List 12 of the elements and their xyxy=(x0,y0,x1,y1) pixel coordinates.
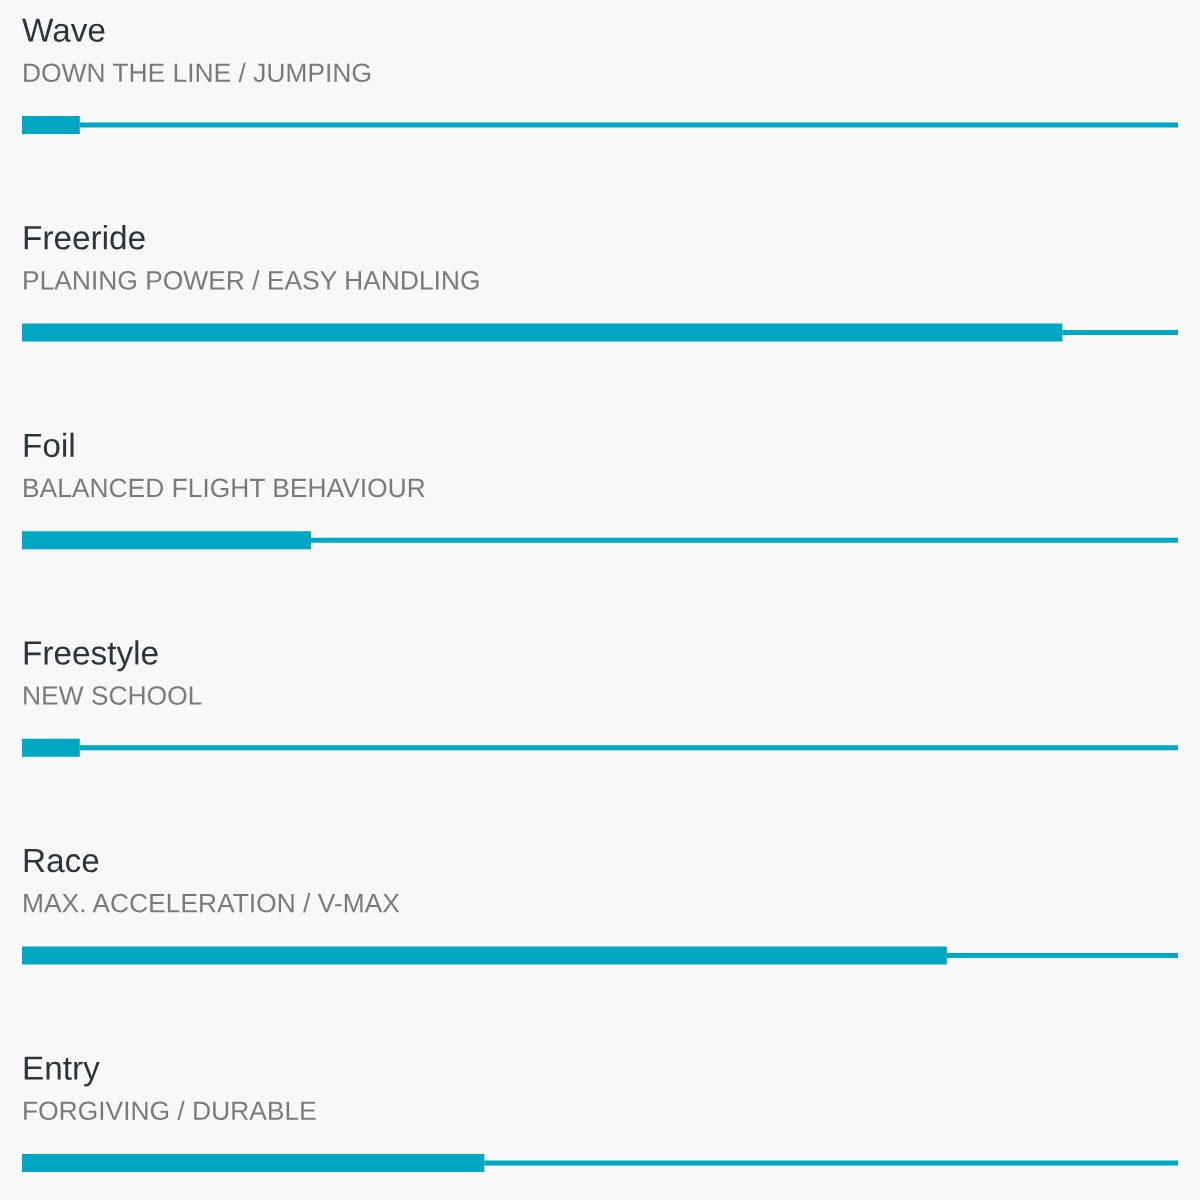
y-tick-label: Wave xyxy=(22,18,105,42)
annotation: MAX. ACCELERATION / V-MAX xyxy=(24,893,400,913)
annotation: PLANING POWER / EASY HANDLING xyxy=(24,270,479,290)
annotation: DOWN THE LINE / JUMPING xyxy=(24,62,370,83)
annotation: NEW SCHOOL xyxy=(24,686,202,705)
y-tick-label: Freeride xyxy=(24,225,145,250)
y-tick-label: Foil xyxy=(24,432,74,458)
annotation: FORGIVING / DURABLE xyxy=(24,1100,316,1121)
y-tick-label: Entry xyxy=(24,1056,100,1087)
y-tick-label: Freestyle xyxy=(24,640,158,672)
annotation: BALANCED FLIGHT BEHAVIOUR xyxy=(24,478,425,498)
y-tick-label: Race xyxy=(24,849,99,873)
